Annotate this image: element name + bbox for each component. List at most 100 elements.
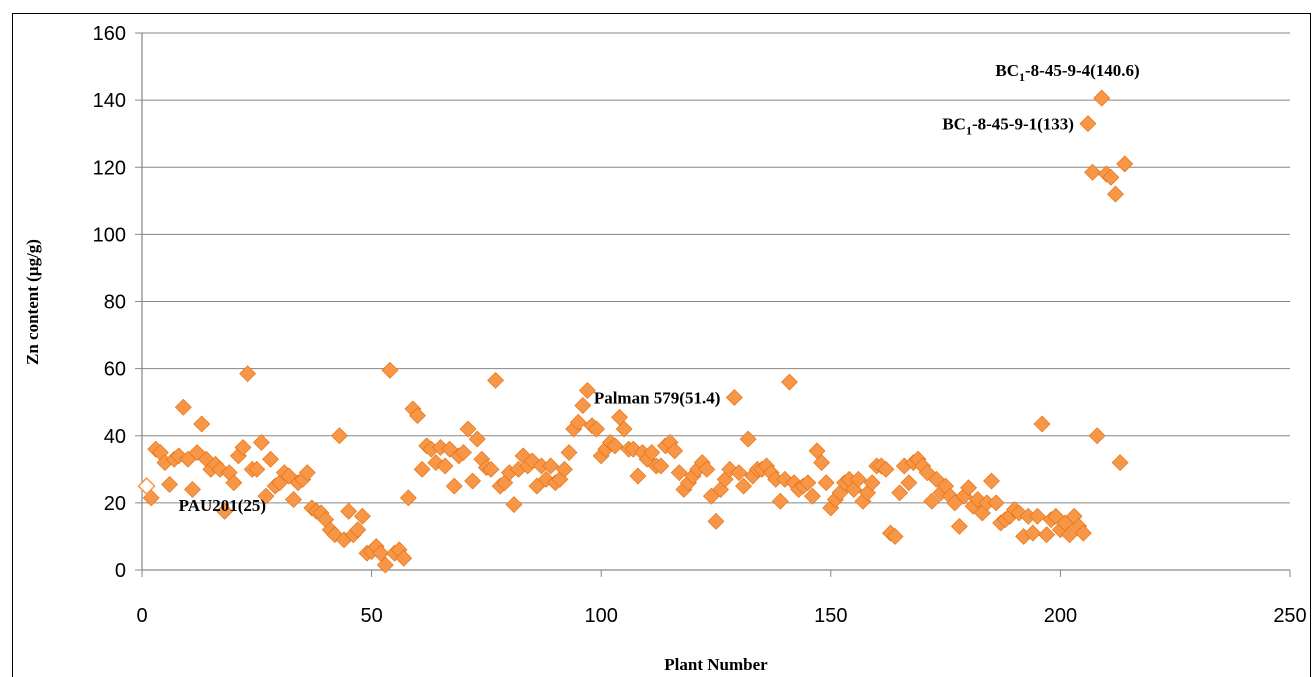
data-point xyxy=(349,521,367,539)
data-point xyxy=(399,489,417,507)
data-point xyxy=(216,502,234,520)
annotation-label: Palman 579(51.4) xyxy=(594,388,721,407)
data-point xyxy=(950,517,968,535)
annotation-label: BC1-8-45-9-1(133) xyxy=(942,115,1074,138)
x-tick-label: 250 xyxy=(1273,605,1306,627)
data-point-hollow xyxy=(137,477,156,496)
y-tick-label: 80 xyxy=(104,292,126,314)
x-tick-labels: 0 50 100 150 200 250 xyxy=(136,605,1306,627)
data-point xyxy=(1074,524,1092,542)
data-point xyxy=(298,464,316,482)
data-point xyxy=(1047,507,1065,525)
data-point xyxy=(1111,454,1129,472)
y-tick-label: 60 xyxy=(104,359,126,381)
data-point xyxy=(211,460,229,478)
data-point xyxy=(1033,415,1051,433)
data-point xyxy=(1116,155,1134,173)
data-point xyxy=(707,512,725,530)
annotation-label: BC1-8-45-9-4(140.6) xyxy=(995,61,1139,84)
data-point xyxy=(1061,526,1079,544)
data-point xyxy=(987,494,1005,512)
chart-frame xyxy=(12,13,1311,677)
data-point xyxy=(1029,507,1046,525)
data-point xyxy=(1038,526,1056,544)
data-point xyxy=(666,442,684,460)
data-point xyxy=(170,447,188,465)
data-point xyxy=(629,467,647,485)
y-tick-label: 40 xyxy=(104,426,126,448)
data-point xyxy=(725,389,743,406)
data-point xyxy=(487,371,505,389)
y-tick-label: 100 xyxy=(93,224,126,246)
x-axis-title: Plant Number xyxy=(664,655,768,674)
data-point xyxy=(569,413,587,431)
data-point xyxy=(643,444,661,461)
data-point xyxy=(849,470,867,488)
data-point xyxy=(184,481,201,498)
data-point xyxy=(459,420,477,438)
data-point xyxy=(1084,163,1101,181)
data-point xyxy=(505,496,523,513)
data-point xyxy=(863,474,881,492)
x-tick-label: 0 xyxy=(136,605,147,627)
data-point xyxy=(960,479,977,497)
data-point xyxy=(721,460,739,478)
data-point xyxy=(652,457,670,475)
data-point xyxy=(523,452,541,470)
data-point xyxy=(900,474,918,492)
data-point xyxy=(574,397,592,414)
data-point xyxy=(248,460,266,478)
data-point xyxy=(969,491,987,508)
data-point xyxy=(739,430,757,448)
data-point xyxy=(1024,524,1042,542)
x-tick-label: 200 xyxy=(1044,605,1077,627)
data-point xyxy=(331,427,348,445)
data-point xyxy=(781,373,798,391)
data-point xyxy=(262,450,280,468)
data-point xyxy=(285,491,302,508)
data-point xyxy=(670,464,688,482)
annotation-prefix: BC xyxy=(995,61,1019,80)
annotation-prefix: BC xyxy=(942,115,966,134)
data-point xyxy=(257,487,275,505)
x-tick-label: 100 xyxy=(585,605,618,627)
data-point xyxy=(923,492,941,510)
data-point xyxy=(381,361,399,379)
annotation-subscript: 1 xyxy=(1019,70,1025,84)
data-point xyxy=(174,398,192,416)
data-point xyxy=(1093,89,1111,107)
data-point xyxy=(239,365,257,383)
x-tick-label: 150 xyxy=(814,605,847,627)
data-point xyxy=(560,444,578,461)
y-tick-label: 20 xyxy=(104,493,126,515)
data-point xyxy=(455,444,472,461)
data-point xyxy=(445,477,463,495)
data-point xyxy=(409,407,426,425)
data-point xyxy=(891,484,909,502)
data-point xyxy=(730,464,748,482)
annotation-text: -8-45-9-4(140.6) xyxy=(1025,61,1140,80)
x-tick-label: 50 xyxy=(360,605,382,627)
annotation-text: -8-45-9-1(133) xyxy=(972,115,1074,134)
data-point xyxy=(886,528,904,545)
data-point xyxy=(193,415,211,433)
y-tick-label: 160 xyxy=(93,23,126,45)
data-point xyxy=(1079,115,1097,133)
data-point xyxy=(542,457,560,475)
y-tick-label: 0 xyxy=(115,560,126,582)
data-point xyxy=(578,382,596,399)
data-point xyxy=(877,460,895,478)
y-tick-label: 140 xyxy=(93,90,126,112)
data-point xyxy=(225,474,243,492)
data-point xyxy=(983,472,1000,490)
data-point xyxy=(817,474,835,492)
data-point xyxy=(813,454,831,472)
data-point xyxy=(482,460,500,478)
data-point xyxy=(918,464,936,482)
data-point xyxy=(615,420,633,438)
data-point xyxy=(413,460,431,478)
annotations: PAU201(25)Palman 579(51.4)BC1-8-45-9-1(1… xyxy=(179,61,1140,515)
data-point xyxy=(556,460,573,478)
data-point xyxy=(234,439,252,456)
